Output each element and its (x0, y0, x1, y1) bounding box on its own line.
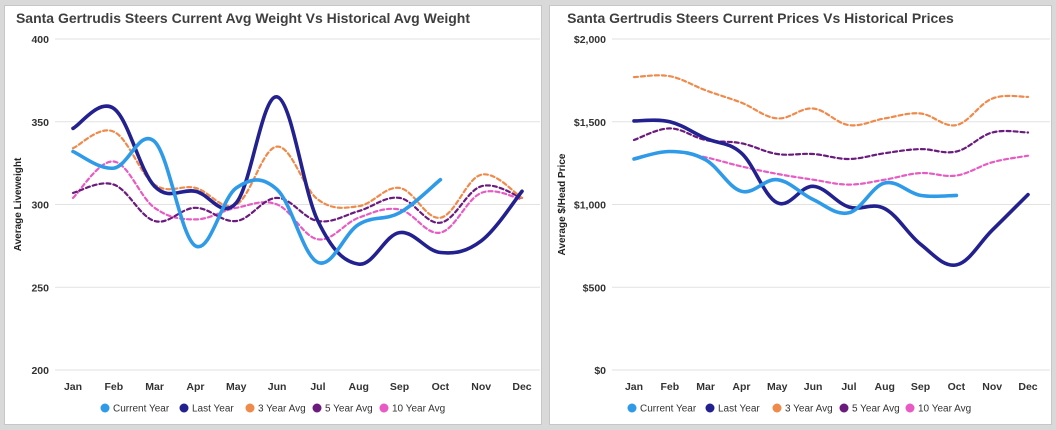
chart-title: Santa Gertrudis Steers Current Avg Weigh… (15, 10, 471, 26)
x-tick-label: Feb (660, 381, 679, 393)
legend-marker (245, 403, 255, 413)
series-line-last-year (632, 118, 1030, 267)
legend-label: Last Year (718, 404, 760, 415)
y-tick-label: 300 (31, 200, 49, 212)
x-tick-label: Oct (432, 381, 450, 393)
legend-label: Current Year (113, 404, 170, 415)
x-tick-label: Jun (268, 381, 287, 393)
x-tick-label: Nov (982, 381, 1002, 393)
x-tick-label: Dec (1018, 381, 1037, 393)
weight-line-chart: 200 250 300 350 400 Jan Feb Mar Apr May Jun Jul Aug S… (13, 34, 540, 415)
y-axis-title: Average Liveweight (13, 157, 24, 251)
y-tick-label: $1,000 (574, 200, 606, 212)
legend-label: 10 Year Avg (392, 404, 445, 415)
y-tick-label: 200 (31, 365, 49, 377)
series-line-last-year (71, 95, 524, 266)
series-line-current-year (632, 149, 959, 216)
x-tick-label: Jun (804, 381, 823, 393)
legend-label: 5 Year Avg (325, 404, 373, 415)
legend-label: 3 Year Avg (258, 404, 306, 415)
x-tick-label: Jul (841, 381, 856, 393)
legend-marker (312, 403, 322, 413)
legend-item[interactable]: Current Year (100, 403, 170, 415)
x-tick-label: Apr (186, 381, 204, 393)
legend-marker (839, 403, 849, 413)
series-line-3-year-avg (632, 74, 1030, 127)
legend-item[interactable]: 3 Year Avg (245, 403, 306, 415)
legend-label: 5 Year Avg (852, 404, 900, 415)
weight-chart-panel: Santa Gertrudis Steers Current Avg Weigh… (4, 5, 542, 425)
legend-label: Current Year (640, 404, 697, 415)
x-tick-label: Apr (732, 381, 750, 393)
x-tick-label: Oct (948, 381, 966, 393)
series-line-5-year-avg (632, 127, 1030, 161)
x-tick-label: Mar (145, 381, 164, 393)
legend-item[interactable]: 3 Year Avg (772, 403, 833, 415)
legend-marker (379, 403, 389, 413)
legend-item[interactable]: Last Year (179, 403, 235, 415)
legend-item[interactable]: 10 Year Avg (905, 403, 972, 415)
series-line-current-year (71, 136, 443, 265)
series-line-5-year-avg (71, 182, 524, 224)
x-tick-label: Sep (390, 381, 409, 393)
price-chart-panel: Santa Gertrudis Steers Current Prices Vs… (549, 5, 1052, 425)
legend-label: 10 Year Avg (918, 404, 971, 415)
x-tick-label: May (226, 381, 247, 393)
x-tick-label: Sep (911, 381, 930, 393)
x-tick-label: Mar (696, 381, 715, 393)
chart-title: Santa Gertrudis Steers Current Prices Vs… (567, 10, 954, 26)
x-tick-label: May (767, 381, 788, 393)
y-tick-label: $2,000 (574, 34, 606, 46)
legend-label: 3 Year Avg (785, 404, 833, 415)
x-tick-label: Feb (104, 381, 123, 393)
legend-label: Last Year (192, 404, 234, 415)
legend-item[interactable]: 5 Year Avg (839, 403, 900, 415)
y-tick-label: 250 (31, 282, 49, 294)
x-tick-label: Jul (310, 381, 325, 393)
legend-marker (772, 403, 782, 413)
legend-item[interactable]: 10 Year Avg (379, 403, 446, 415)
x-tick-label: Aug (349, 381, 369, 393)
y-tick-label: $0 (594, 365, 606, 377)
legend-item[interactable]: 5 Year Avg (312, 403, 373, 415)
legend-marker (705, 403, 715, 413)
y-tick-label: 350 (31, 117, 49, 129)
price-line-chart: $0 $500 $1,000 $1,500 $2,000 Jan Feb Mar Apr May J… (557, 34, 1050, 415)
legend-item[interactable]: Current Year (627, 403, 697, 415)
y-tick-label: 400 (31, 34, 49, 46)
x-tick-label: Aug (875, 381, 895, 393)
legend-item[interactable]: Last Year (705, 403, 761, 415)
y-tick-label: $1,500 (574, 117, 606, 129)
legend-marker (100, 403, 110, 413)
x-tick-label: Jan (64, 381, 82, 393)
x-tick-label: Nov (471, 381, 491, 393)
legend-marker (179, 403, 189, 413)
legend-marker (627, 403, 637, 413)
y-tick-label: $500 (583, 282, 607, 294)
x-tick-label: Jan (625, 381, 643, 393)
legend-marker (905, 403, 915, 413)
y-axis-title: Average $/Head Price (557, 153, 568, 255)
x-tick-label: Dec (512, 381, 531, 393)
